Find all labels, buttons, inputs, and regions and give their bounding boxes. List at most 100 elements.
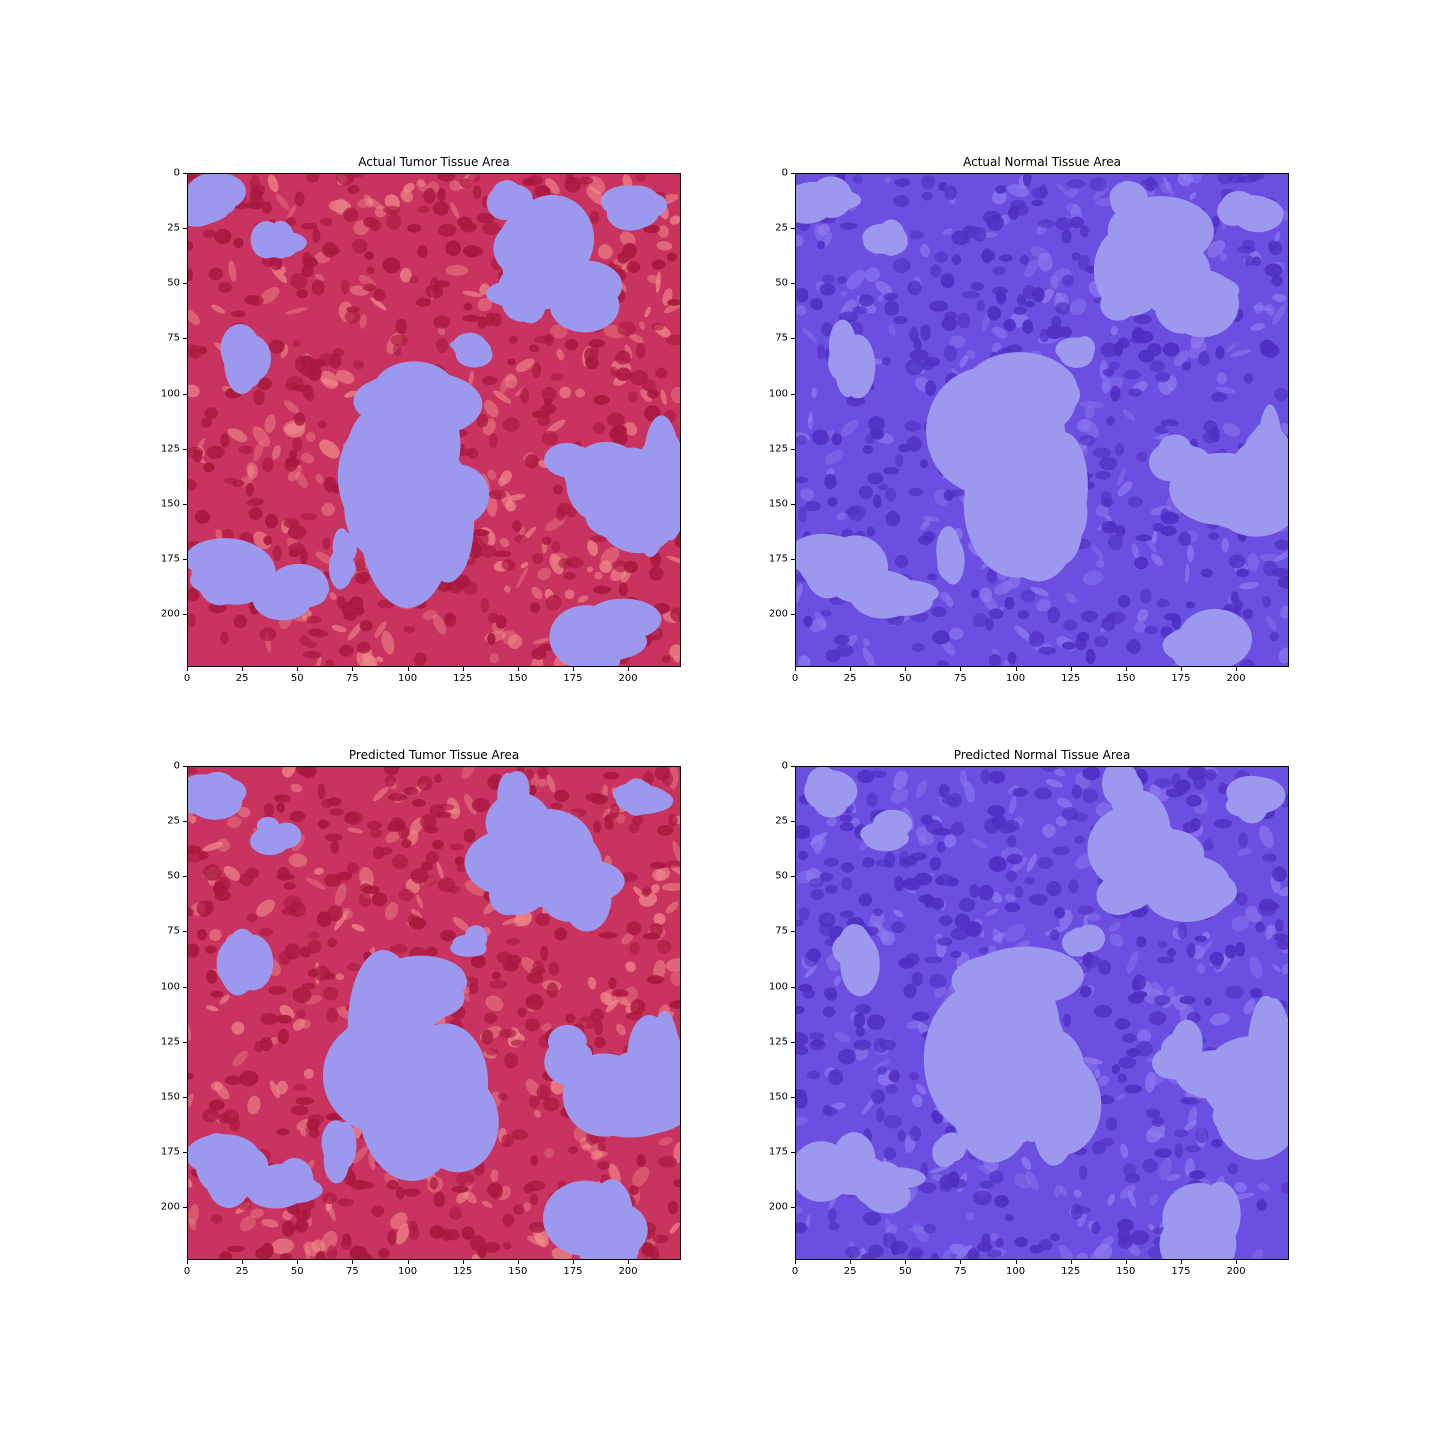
- y-tick-mark: [183, 986, 187, 988]
- y-tick-mark: [183, 448, 187, 450]
- y-tick-label: 25: [167, 815, 180, 827]
- x-tick-label: 50: [290, 673, 304, 684]
- x-tick-label: 150: [1116, 1266, 1136, 1277]
- x-tick-mark: [1125, 1260, 1127, 1264]
- x-tick-label: 50: [898, 673, 912, 684]
- x-tick-label: 25: [235, 1266, 249, 1277]
- y-tick-label: 100: [768, 388, 788, 400]
- x-tick-mark: [407, 667, 409, 671]
- x-tick-mark: [242, 1260, 244, 1264]
- x-tick-mark: [572, 1260, 574, 1264]
- y-tick-mark: [183, 393, 187, 395]
- x-tick-label: 100: [397, 673, 418, 684]
- x-tick-mark: [1015, 1260, 1017, 1264]
- y-tick-mark: [791, 1207, 795, 1209]
- x-tick-label: 100: [1005, 673, 1026, 684]
- x-tick-label: 125: [453, 673, 473, 684]
- x-tick-mark: [795, 667, 796, 671]
- x-tick-mark: [1125, 667, 1127, 671]
- x-tick-label: 150: [508, 1266, 528, 1277]
- x-tick-label: 75: [954, 1266, 967, 1277]
- y-tick-label: 75: [775, 332, 788, 344]
- y-tick-label: 125: [160, 443, 180, 455]
- x-tick-label: 75: [346, 1266, 359, 1277]
- x-tick-label: 150: [508, 673, 528, 684]
- y-tick-label: 100: [160, 981, 180, 993]
- y-tick-mark: [791, 503, 795, 505]
- x-tick-mark: [1236, 1260, 1238, 1264]
- x-tick-mark: [572, 667, 574, 671]
- y-tick-mark: [183, 766, 187, 767]
- y-tick-mark: [183, 1207, 187, 1209]
- x-tick-label: 0: [791, 673, 799, 684]
- panel-title: Actual Normal Tissue Area: [963, 155, 1121, 169]
- tissue-image: [187, 173, 681, 667]
- y-tick-mark: [791, 558, 795, 560]
- tissue-image: [795, 766, 1289, 1260]
- y-tick-mark: [791, 614, 795, 616]
- y-tick-mark: [183, 338, 187, 340]
- x-tick-label: 25: [235, 673, 249, 684]
- x-tick-label: 50: [898, 1266, 912, 1277]
- y-tick-mark: [183, 876, 187, 878]
- x-tick-mark: [1070, 1260, 1072, 1264]
- x-tick-label: 175: [563, 1266, 583, 1277]
- y-tick-mark: [791, 1151, 795, 1153]
- x-tick-mark: [850, 1260, 852, 1264]
- y-tick-mark: [183, 931, 187, 933]
- x-tick-mark: [1070, 667, 1072, 671]
- x-tick-label: 100: [1005, 1266, 1026, 1277]
- x-tick-label: 125: [1061, 673, 1081, 684]
- x-tick-mark: [628, 667, 630, 671]
- y-tick-mark: [183, 228, 187, 230]
- y-tick-label: 25: [775, 222, 788, 234]
- y-tick-label: 25: [775, 815, 788, 827]
- y-tick-label: 75: [167, 332, 180, 344]
- y-tick-mark: [791, 876, 795, 878]
- x-tick-mark: [242, 667, 244, 671]
- y-tick-mark: [183, 283, 187, 285]
- x-tick-mark: [297, 1260, 299, 1264]
- x-tick-label: 150: [1116, 673, 1136, 684]
- y-tick-label: 75: [775, 925, 788, 937]
- y-tick-label: 25: [167, 222, 180, 234]
- x-tick-label: 175: [1171, 673, 1191, 684]
- x-tick-label: 50: [290, 1266, 304, 1277]
- y-tick-label: 175: [768, 553, 788, 565]
- tissue-image: [187, 766, 681, 1260]
- x-tick-label: 75: [954, 673, 967, 684]
- y-tick-mark: [183, 1096, 187, 1098]
- x-tick-label: 125: [453, 1266, 473, 1277]
- y-tick-label: 125: [768, 443, 788, 455]
- x-tick-mark: [352, 1260, 354, 1264]
- x-tick-mark: [960, 1260, 962, 1264]
- y-tick-label: 125: [768, 1036, 788, 1048]
- y-tick-label: 50: [775, 870, 788, 882]
- x-tick-mark: [850, 667, 852, 671]
- y-tick-mark: [791, 283, 795, 285]
- y-tick-label: 75: [167, 925, 180, 937]
- panel-title: Predicted Normal Tissue Area: [953, 748, 1131, 762]
- x-tick-label: 0: [183, 1266, 191, 1277]
- y-tick-mark: [791, 821, 795, 823]
- x-tick-mark: [960, 667, 962, 671]
- y-tick-mark: [791, 1041, 795, 1043]
- y-tick-mark: [183, 503, 187, 505]
- y-tick-label: 175: [160, 553, 180, 565]
- x-tick-label: 200: [618, 1266, 638, 1277]
- y-tick-label: 200: [768, 608, 788, 620]
- y-tick-label: 125: [160, 1036, 180, 1048]
- x-tick-label: 175: [1171, 1266, 1191, 1277]
- x-tick-mark: [795, 1260, 796, 1264]
- y-tick-label: 50: [167, 277, 180, 289]
- x-tick-mark: [352, 667, 354, 671]
- y-tick-label: 200: [160, 608, 180, 620]
- x-tick-label: 0: [183, 673, 191, 684]
- x-tick-mark: [1236, 667, 1238, 671]
- y-tick-label: 0: [781, 760, 788, 772]
- x-tick-mark: [517, 667, 519, 671]
- y-tick-mark: [183, 173, 187, 174]
- x-tick-mark: [628, 1260, 630, 1264]
- y-tick-mark: [183, 558, 187, 560]
- x-tick-mark: [1015, 667, 1017, 671]
